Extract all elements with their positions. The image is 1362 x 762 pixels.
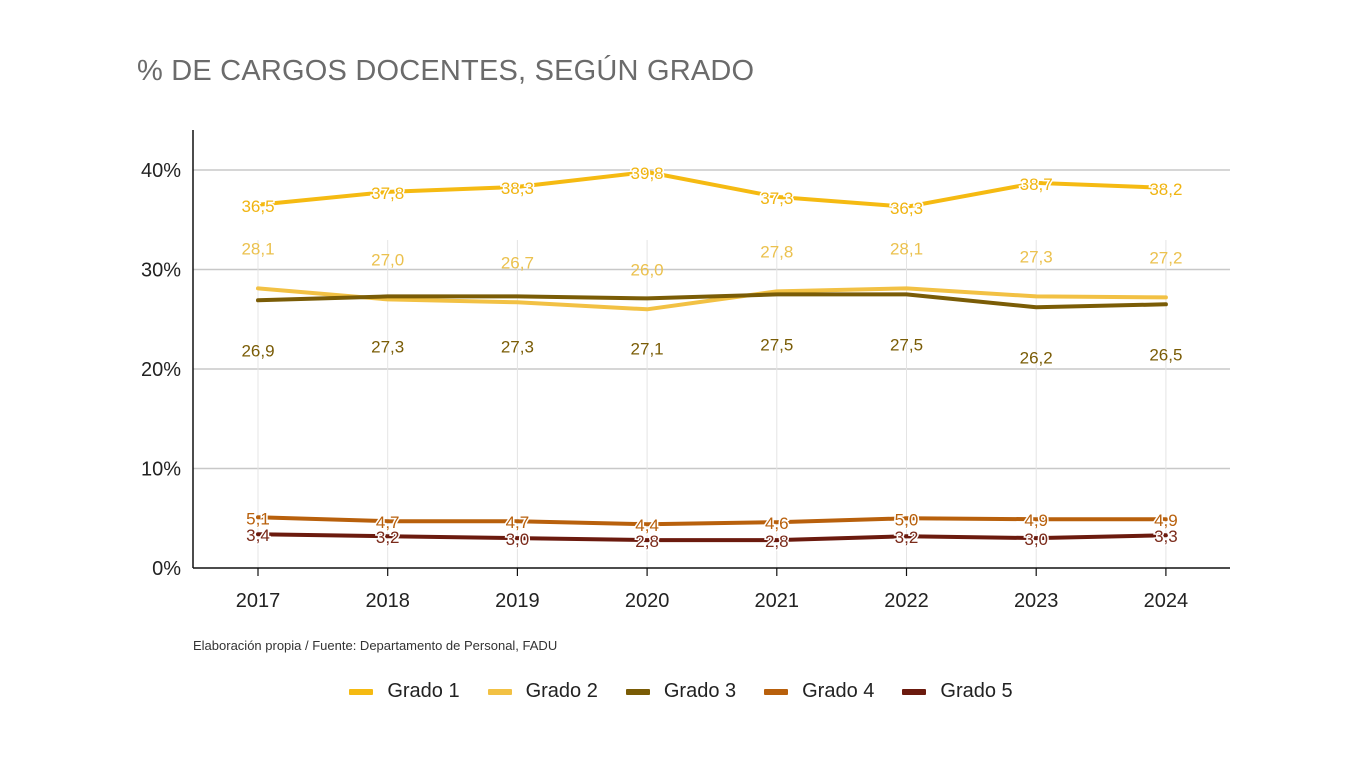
data-label: 5,0	[895, 510, 919, 529]
y-tick-label: 0%	[152, 558, 181, 580]
data-label: 37,3	[760, 189, 793, 208]
data-label: 3,2	[895, 528, 919, 547]
data-label: 27,3	[371, 337, 404, 356]
y-tick-label: 10%	[141, 459, 181, 481]
data-label: 27,3	[501, 337, 534, 356]
y-tick-label: 40%	[141, 160, 181, 182]
data-label: 4,9	[1024, 511, 1048, 530]
series-line-grado-1	[256, 170, 1168, 209]
y-tick-label: 30%	[141, 260, 181, 282]
legend-item: Grado 3	[625, 680, 737, 703]
data-label: 28,1	[890, 239, 923, 258]
legend-swatch	[764, 688, 789, 695]
data-label: 37,8	[371, 184, 404, 203]
series-line-grado-4	[256, 515, 1168, 527]
data-label: 3,4	[246, 526, 270, 545]
x-tick-label: 2024	[1144, 590, 1189, 612]
data-label: 4,9	[1154, 511, 1178, 530]
chart-title: % DE CARGOS DOCENTES, SEGÚN GRADO	[137, 55, 755, 87]
x-tick-label: 2017	[236, 590, 281, 612]
data-label: 4,7	[506, 513, 530, 532]
x-tick-label: 2018	[365, 590, 410, 612]
data-label: 38,3	[501, 179, 534, 198]
data-label: 27,2	[1149, 248, 1182, 267]
legend-label: Grado 4	[802, 680, 875, 702]
data-label: 38,7	[1020, 175, 1053, 194]
data-label: 27,0	[371, 250, 404, 269]
data-label: 4,6	[765, 514, 789, 533]
x-tick-label: 2021	[755, 590, 800, 612]
data-label: 3,0	[506, 530, 530, 549]
series-line-grado-3	[256, 292, 1168, 310]
data-label: 26,2	[1020, 348, 1053, 367]
data-label: 39,8	[631, 164, 664, 183]
data-labels: 36,5 37,8 38,3 39,8 37,3 36,3 38,7 38,2 28,1 27,0…	[240, 162, 1184, 552]
data-label: 27,8	[760, 242, 793, 261]
data-label: 26,5	[1149, 345, 1182, 364]
legend-swatch	[349, 688, 374, 695]
data-label: 5,1	[246, 509, 270, 528]
y-tick-label: 20%	[141, 359, 181, 381]
x-tick-label: 2019	[495, 590, 540, 612]
axes: 0% 10% 20% 30% 40% 2017 2018 2019 2020 2021 2022 20…	[141, 130, 1230, 612]
data-label: 3,2	[376, 528, 400, 547]
data-label: 36,3	[890, 199, 923, 218]
series-lines	[256, 170, 1168, 543]
data-label: 3,0	[1024, 530, 1048, 549]
data-label: 26,0	[631, 260, 664, 279]
data-label: 26,9	[241, 341, 274, 360]
data-label: 27,3	[1020, 247, 1053, 266]
data-label: 2,8	[635, 532, 659, 551]
data-label: 4,4	[635, 516, 659, 535]
data-label: 28,1	[241, 239, 274, 258]
data-label: 27,5	[760, 335, 793, 354]
data-label: 27,1	[631, 339, 664, 358]
legend-label: Grado 5	[940, 680, 1013, 702]
legend-swatch	[625, 688, 650, 695]
legend-swatch	[902, 688, 927, 695]
legend-item: Grado 4	[764, 680, 874, 703]
gridlines	[193, 169, 1230, 568]
legend-label: Grado 2	[525, 680, 598, 702]
legend-swatch	[487, 688, 512, 695]
data-label: 27,5	[890, 335, 923, 354]
data-label: 36,5	[241, 197, 274, 216]
x-tick-label: 2020	[625, 590, 670, 612]
legend-item: Grado 5	[902, 680, 1013, 703]
x-tick-label: 2022	[884, 590, 929, 612]
legend-item: Grado 1	[349, 680, 460, 703]
source-note: Elaboración propia / Fuente: Departament…	[193, 638, 558, 653]
data-label: 4,7	[376, 513, 400, 532]
legend-item: Grado 2	[487, 680, 598, 703]
data-label: 3,3	[1154, 527, 1178, 546]
legend-label: Grado 3	[663, 680, 737, 702]
series-line-grado-5	[256, 532, 1168, 543]
legend: Grado 1 Grado 2 Grado 3 Grado 4 Grado 5	[0, 680, 1362, 703]
data-label: 2,8	[765, 532, 789, 551]
x-tick-label: 2023	[1014, 590, 1059, 612]
data-label: 38,2	[1149, 180, 1182, 199]
data-label: 26,7	[501, 253, 534, 272]
legend-label: Grado 1	[387, 680, 460, 702]
series-line-grado-2	[256, 286, 1168, 312]
